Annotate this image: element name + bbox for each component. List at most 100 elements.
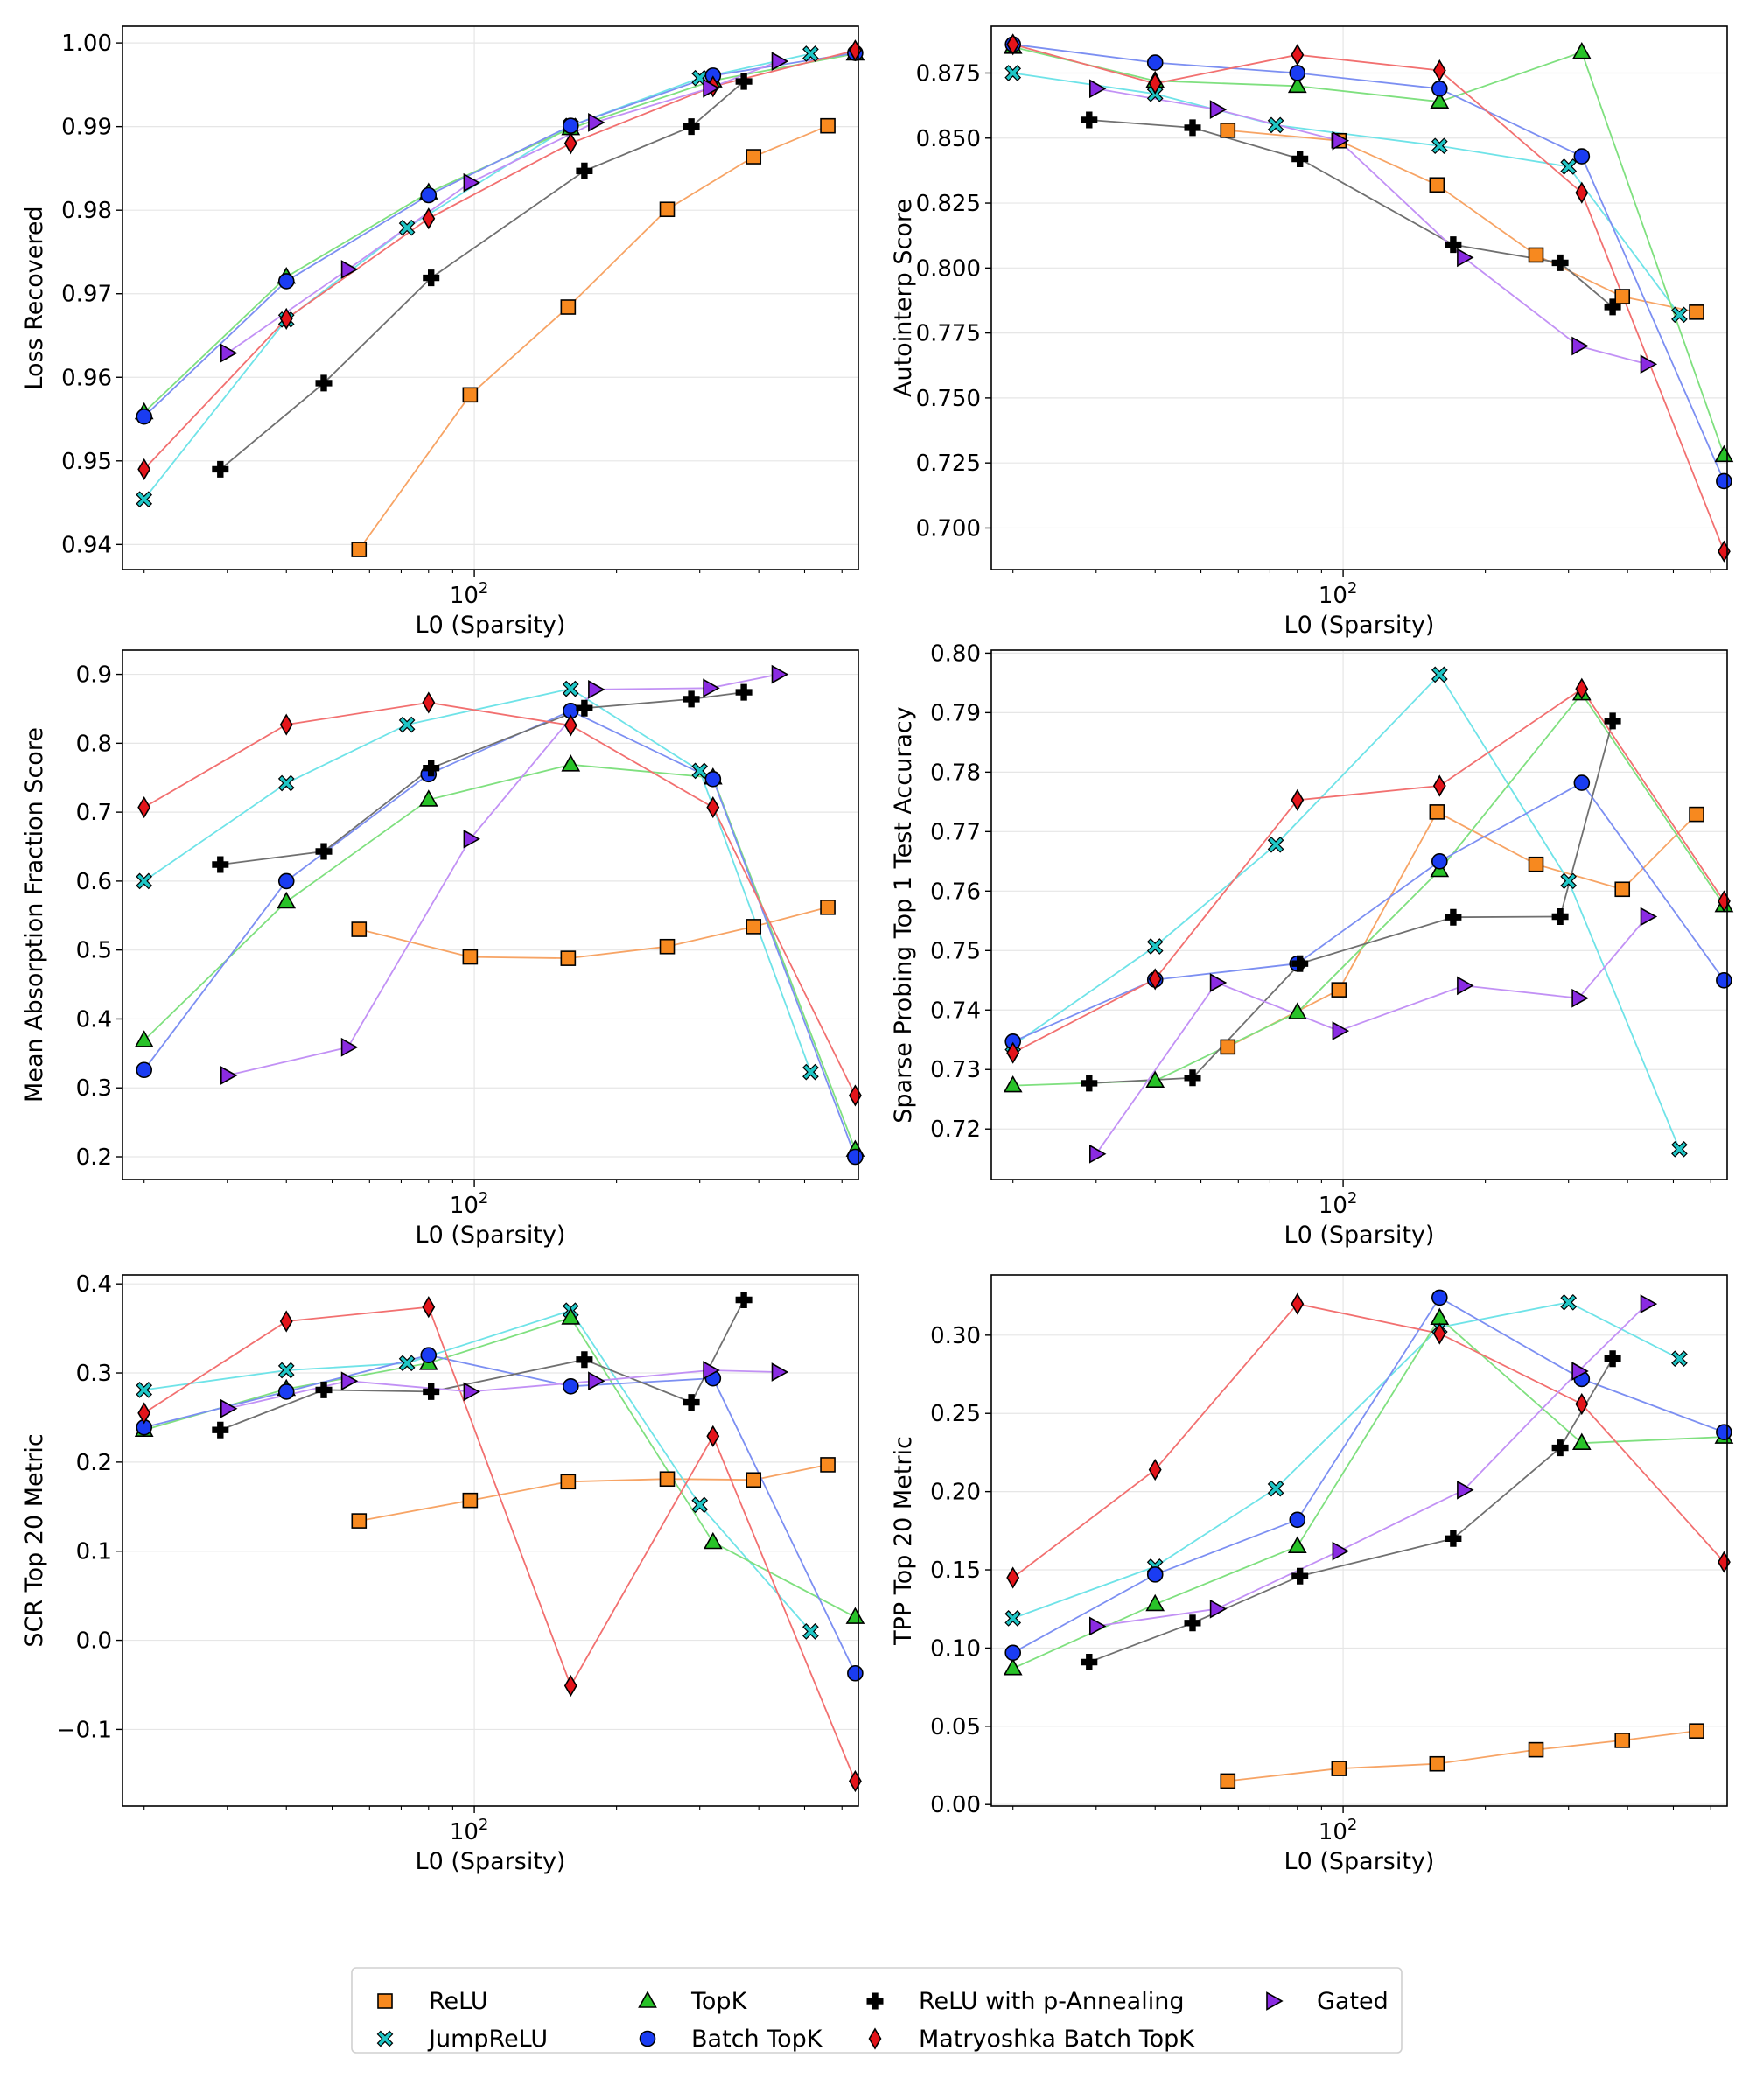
chart-panel-3: 0.2 0.3 0.4 0.5 0.6 0.7 0.8 0.9 102 L0 (Sparsity)… — [21, 649, 865, 1249]
data-point-relu — [746, 1472, 762, 1488]
series-line-relu — [1227, 810, 1698, 1048]
series-points-jumprelu — [1004, 1293, 1688, 1627]
data-point-jumprelu — [1146, 938, 1164, 955]
y-tick-label: 0.0 — [76, 1628, 112, 1655]
data-point-relu — [560, 299, 577, 315]
data-point-batch-topk — [1289, 65, 1306, 81]
data-point-relu — [1429, 804, 1446, 820]
axes-frame — [122, 25, 859, 570]
data-point-relu — [462, 1492, 479, 1508]
data-point-jumprelu — [1431, 666, 1448, 683]
series-line-jumprelu — [143, 52, 811, 500]
data-point-batch-topk — [1146, 54, 1164, 71]
data-point-relu-with-p-annealing — [576, 162, 593, 179]
data-point-gated — [1572, 988, 1589, 1008]
data-point-gated — [703, 78, 720, 98]
grid — [122, 26, 858, 570]
data-point-jumprelu — [1267, 116, 1284, 134]
data-point-relu — [351, 1513, 368, 1529]
y-axis-label: Mean Absorption Fraction Score — [21, 727, 48, 1102]
data-point-jumprelu — [691, 762, 709, 780]
series-points-relu — [351, 1457, 836, 1529]
data-point-matryoshka-batch-topk — [848, 1769, 862, 1793]
data-point-relu — [560, 950, 577, 966]
data-point-relu-with-p-annealing — [1604, 712, 1621, 730]
legend-label: Gated — [1317, 1988, 1389, 2015]
legend-label: Matryoshka Batch TopK — [919, 2026, 1195, 2053]
y-axis-label: Sparse Probing Top 1 Test Accuracy — [890, 706, 917, 1123]
series-line-gated — [227, 1369, 779, 1410]
data-point-batch-topk — [277, 1383, 295, 1400]
y-tick-label: 0.800 — [916, 256, 981, 282]
y-tick-label: 0.700 — [916, 515, 981, 542]
data-point-topk — [1572, 1432, 1592, 1450]
data-point-topk — [1430, 91, 1450, 108]
y-tick-label: 0.78 — [930, 760, 981, 786]
series-line-relu — [1228, 1730, 1698, 1782]
data-point-relu — [560, 1474, 577, 1490]
data-point-jumprelu — [1671, 1140, 1688, 1158]
data-point-batch-topk — [277, 273, 295, 290]
data-point-relu-with-p-annealing — [735, 683, 752, 701]
data-point-relu — [1220, 122, 1236, 138]
data-point-batch-topk — [847, 1148, 864, 1166]
data-point-jumprelu — [277, 1362, 295, 1379]
x-tick-label: 102 — [450, 1189, 489, 1219]
legend-label: ReLU with p-Annealing — [919, 1988, 1184, 2015]
series-points-matryoshka-batch-topk — [137, 39, 862, 480]
data-point-relu-with-p-annealing — [1081, 111, 1098, 129]
series-points-relu — [1220, 1723, 1704, 1789]
y-tick-label: 0.3 — [76, 1361, 112, 1387]
data-point-relu-with-p-annealing — [576, 699, 593, 717]
data-point-gated — [1457, 248, 1474, 268]
data-point-jumprelu — [1431, 137, 1448, 155]
series-points-relu — [351, 900, 836, 966]
data-point-matryoshka-batch-topk — [1291, 1292, 1305, 1315]
data-point-batch-topk — [420, 1347, 438, 1363]
data-point-gated — [1089, 1616, 1107, 1636]
data-point-jumprelu — [1560, 158, 1578, 175]
series-line-batch-topk — [143, 710, 857, 1158]
data-point-matryoshka-batch-topk — [564, 714, 578, 737]
data-point-relu-with-p-annealing — [1445, 1530, 1462, 1547]
series-points-gated — [220, 1361, 789, 1418]
data-point-matryoshka-batch-topk — [279, 713, 293, 736]
data-point-gated — [1209, 973, 1228, 992]
data-point-topk — [1572, 42, 1592, 60]
data-point-matryoshka-batch-topk — [1148, 968, 1162, 990]
legend-label: JumpReLU — [427, 2026, 548, 2053]
data-point-jumprelu — [1560, 1293, 1578, 1311]
series-points-relu-with-p-annealing — [1081, 1350, 1621, 1670]
data-point-gated — [340, 1037, 359, 1057]
data-point-relu-with-p-annealing — [1445, 236, 1462, 254]
x-axis-label: L0 (Sparsity) — [1284, 612, 1435, 639]
series-points-jumprelu — [136, 1302, 819, 1640]
data-point-batch-topk — [704, 771, 722, 788]
data-point-batch-topk — [1716, 472, 1732, 490]
series-line-relu-with-p-annealing — [1088, 720, 1614, 1084]
data-point-gated — [340, 260, 359, 279]
series-points-batch-topk — [136, 1347, 864, 1682]
data-point-relu-with-p-annealing — [1292, 150, 1309, 167]
data-point-matryoshka-batch-topk — [422, 691, 436, 714]
y-tick-label: 0.73 — [930, 1057, 981, 1083]
data-point-relu-with-p-annealing — [1184, 1614, 1201, 1632]
x-axis-label: L0 (Sparsity) — [416, 612, 566, 639]
data-point-relu — [820, 117, 836, 134]
data-point-gated — [1332, 1021, 1350, 1040]
data-point-gated — [771, 1362, 789, 1382]
y-tick-label: −0.1 — [57, 1717, 112, 1743]
series-points-batch-topk — [136, 45, 864, 425]
data-point-jumprelu — [1671, 1350, 1688, 1368]
series-points-topk — [134, 1307, 865, 1624]
data-point-gated — [1572, 1362, 1589, 1381]
data-point-topk — [1714, 444, 1734, 463]
data-point-matryoshka-batch-topk — [1291, 788, 1305, 811]
data-point-gated — [1457, 1480, 1474, 1500]
grid — [122, 1275, 858, 1806]
data-point-relu — [659, 938, 676, 955]
data-point-batch-topk — [1004, 1644, 1022, 1662]
data-point-matryoshka-batch-topk — [1291, 44, 1305, 66]
data-point-jumprelu — [398, 716, 416, 733]
y-tick-label: 0.77 — [930, 819, 981, 845]
